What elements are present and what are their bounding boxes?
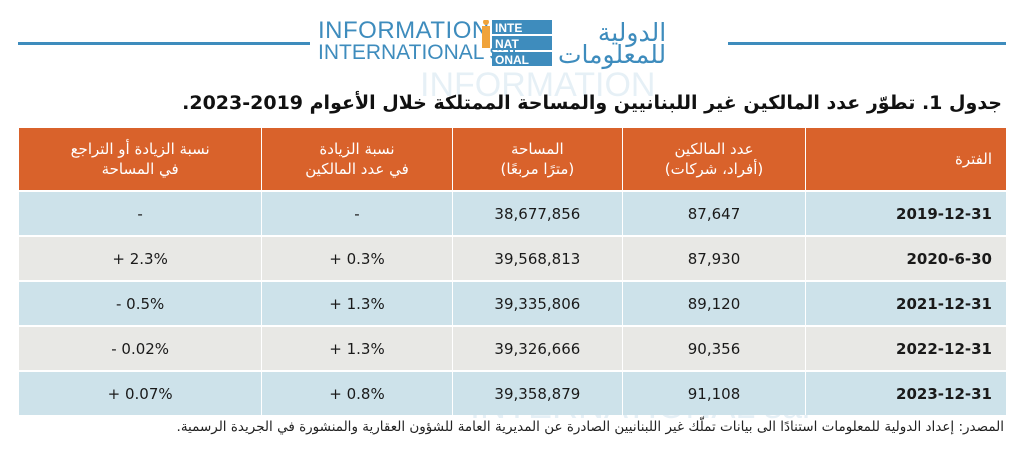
table-row: 2022-12-31 90,356 39,326,666 + 1.3% - 0.…	[17, 325, 1006, 371]
logo-english-text: INFORMATION INTERNATIONAL sal	[318, 17, 517, 64]
logo-ar-line2: للمعلومات	[558, 40, 667, 69]
header-rule-right	[728, 42, 1006, 45]
owners-change-cell: + 0.8%	[261, 370, 453, 415]
owners-table: الفترة عدد المالكين (أفراد، شركات) المساح…	[17, 128, 1006, 415]
logo-en-line2: INTERNATIONAL sal	[318, 41, 517, 64]
area-change-cell: - 0.02%	[17, 325, 262, 371]
svg-text:ONAL: ONAL	[495, 53, 529, 66]
owners-cell: 87,647	[622, 190, 806, 236]
svg-text:INTE: INTE	[495, 21, 522, 35]
area-cell: 39,568,813	[451, 235, 623, 281]
period-cell: 2020-6-30	[805, 235, 1006, 281]
table-row: 2023-12-31 91,108 39,358,879 + 0.8% + 0.…	[17, 370, 1006, 415]
period-cell: 2019-12-31	[805, 190, 1006, 236]
table-header-row: الفترة عدد المالكين (أفراد، شركات) المساح…	[17, 128, 1006, 191]
owners-change-cell: + 1.3%	[261, 325, 453, 371]
table-title: جدول 1. تطوّر عدد المالكين غير اللبنانيي…	[182, 92, 1002, 114]
period-cell: 2023-12-31	[805, 370, 1006, 415]
period-cell: 2021-12-31	[805, 280, 1006, 326]
area-change-cell: + 0.07%	[17, 370, 262, 415]
owners-cell: 87,930	[622, 235, 806, 281]
area-cell: 39,326,666	[451, 325, 623, 371]
period-cell: 2022-12-31	[805, 325, 1006, 371]
owners-cell: 91,108	[622, 370, 806, 415]
area-cell: 39,358,879	[451, 370, 623, 415]
owners-cell: 90,356	[622, 325, 806, 371]
area-cell: 39,335,806	[451, 280, 623, 326]
logo-arabic-text: الدولية للمعلومات	[558, 18, 667, 69]
owners-change-cell: + 0.3%	[261, 235, 453, 281]
logo-en-line1: INFORMATION	[318, 17, 490, 44]
header-period: الفترة	[805, 128, 1006, 191]
area-cell: 38,677,856	[451, 190, 623, 236]
table-row: 2019-12-31 87,647 38,677,856 - -	[17, 190, 1006, 236]
owners-change-cell: -	[261, 190, 453, 236]
brand-logo: INFORMATION INTERNATIONAL sal INTE NAT O…	[318, 17, 708, 69]
table-row: 2020-6-30 87,930 39,568,813 + 0.3% + 2.3…	[17, 235, 1006, 281]
svg-text:NAT: NAT	[495, 37, 519, 51]
logo-ar-line1: الدولية	[597, 18, 667, 47]
source-note: المصدر: إعداد الدولية للمعلومات استنادًا…	[176, 419, 1004, 435]
header-rule-left	[18, 42, 310, 45]
owners-change-cell: + 1.3%	[261, 280, 453, 326]
logo-mark-icon: INTE NAT ONAL	[482, 20, 552, 66]
header-owners-change: نسبة الزيادة في عدد المالكين	[261, 128, 453, 191]
header-area: المساحة (مترًا مربعًا)	[451, 128, 623, 191]
area-change-cell: -	[17, 190, 262, 236]
header-owners: عدد المالكين (أفراد، شركات)	[622, 128, 806, 191]
owners-cell: 89,120	[622, 280, 806, 326]
header-area-change: نسبة الزيادة أو التراجع في المساحة	[17, 128, 262, 191]
area-change-cell: + 2.3%	[17, 235, 262, 281]
area-change-cell: - 0.5%	[17, 280, 262, 326]
table-row: 2021-12-31 89,120 39,335,806 + 1.3% - 0.…	[17, 280, 1006, 326]
